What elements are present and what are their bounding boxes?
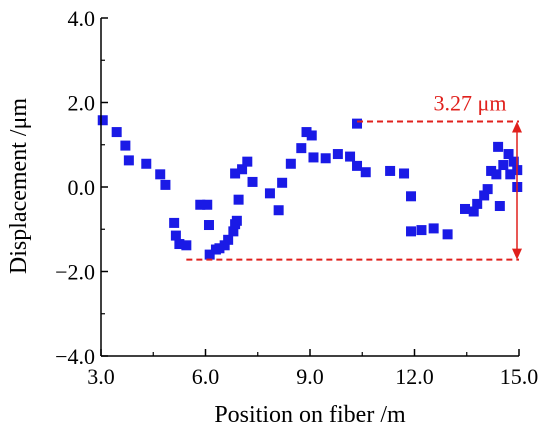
data-point-marker — [385, 165, 396, 176]
data-point-marker — [285, 158, 296, 169]
data-point-marker — [486, 165, 497, 176]
data-point-marker — [442, 229, 453, 240]
x-tick-label: 9.0 — [296, 364, 324, 389]
data-point-marker — [399, 168, 410, 179]
data-point-marker — [460, 203, 471, 214]
data-point-marker — [202, 199, 213, 210]
data-point-marker — [228, 226, 239, 237]
data-point-marker — [493, 141, 504, 152]
data-point-marker — [204, 249, 215, 260]
data-point-marker — [508, 156, 519, 167]
data-point-marker — [123, 155, 134, 166]
data-point-marker — [242, 156, 253, 167]
data-point-marker — [360, 167, 371, 178]
y-axis-title: Displacement /μm — [6, 98, 32, 274]
data-point-marker — [111, 127, 122, 138]
data-point-marker — [352, 160, 363, 171]
y-tick-label: −4.0 — [55, 344, 95, 369]
data-point-marker — [296, 143, 307, 154]
data-point-marker — [332, 149, 343, 160]
data-point-marker — [505, 169, 516, 180]
axes: 3.0 6.0 9.0 12.0 15.0 −4.0 −2.0 0.0 2.0 4.0 — [55, 6, 538, 389]
x-tick-label: 3.0 — [87, 364, 115, 389]
y-tick-label: 0.0 — [68, 175, 96, 200]
data-point-marker — [160, 179, 171, 190]
data-point-marker — [345, 151, 356, 162]
data-point-marker — [498, 160, 509, 171]
data-point-marker — [231, 215, 242, 226]
y-tick-label: −2.0 — [55, 260, 95, 285]
range-annotation: 3.27 μm — [186, 91, 522, 261]
data-point-marker — [174, 239, 185, 250]
x-axis-title: Position on fiber /m — [214, 402, 406, 428]
data-point-marker — [203, 220, 214, 231]
range-arrow-head-up — [512, 121, 522, 133]
data-point-marker — [468, 206, 479, 217]
data-point-marker — [170, 230, 181, 241]
data-point-marker — [247, 176, 258, 187]
data-point-marker — [301, 127, 312, 138]
data-point-marker — [214, 243, 225, 254]
data-point-marker — [141, 158, 152, 169]
range-arrow-head-down — [512, 248, 522, 260]
data-point-marker — [233, 194, 244, 205]
y-tick-label: 2.0 — [68, 91, 96, 116]
data-point-marker — [273, 205, 284, 216]
data-markers — [97, 115, 523, 260]
data-point-marker — [277, 177, 288, 188]
data-point-marker — [482, 184, 493, 195]
data-point-marker — [494, 201, 505, 212]
data-point-marker — [479, 190, 490, 201]
x-tick-label: 15.0 — [500, 364, 539, 389]
data-point-marker — [406, 191, 417, 202]
x-tick-label: 6.0 — [192, 364, 220, 389]
y-tick-label: 4.0 — [68, 6, 96, 31]
x-tick-label: 12.0 — [395, 364, 434, 389]
data-point-marker — [120, 140, 131, 151]
data-point-marker — [306, 130, 317, 141]
data-point-marker — [230, 168, 241, 179]
data-point-marker — [264, 188, 275, 199]
data-point-marker — [352, 118, 363, 129]
data-point-marker — [237, 164, 248, 175]
data-point-marker — [320, 153, 331, 164]
data-point-marker — [406, 226, 417, 237]
data-point-marker — [503, 149, 514, 160]
data-point-marker — [169, 217, 180, 228]
data-point-marker — [219, 240, 230, 251]
data-point-marker — [223, 234, 234, 245]
data-point-marker — [472, 198, 483, 209]
data-point-marker — [97, 115, 108, 126]
data-point-marker — [308, 152, 319, 163]
data-point-marker — [181, 240, 192, 251]
data-point-marker — [195, 199, 206, 210]
data-point-marker — [491, 169, 502, 180]
data-point-marker — [416, 225, 427, 236]
data-point-marker — [428, 223, 439, 234]
range-annotation-label: 3.27 μm — [434, 91, 507, 116]
data-point-marker — [155, 169, 166, 180]
